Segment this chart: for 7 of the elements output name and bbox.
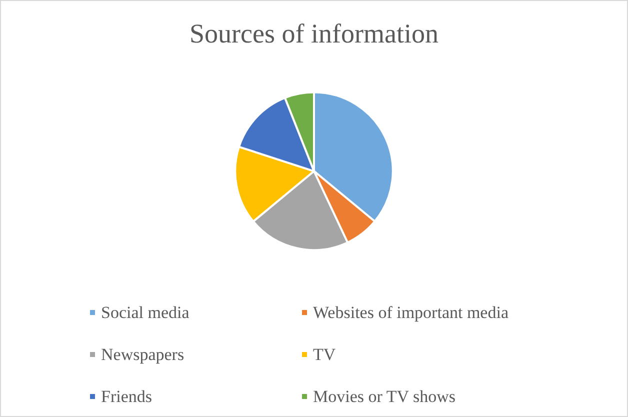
legend-label: Movies or TV shows: [313, 387, 456, 406]
legend-label: Websites of important media: [313, 303, 509, 322]
legend-label: TV: [313, 345, 336, 364]
chart-title: Sources of information: [190, 18, 439, 48]
legend-label: Newspapers: [101, 345, 184, 364]
legend-label: Friends: [101, 387, 152, 406]
legend-label: Social media: [101, 303, 190, 322]
